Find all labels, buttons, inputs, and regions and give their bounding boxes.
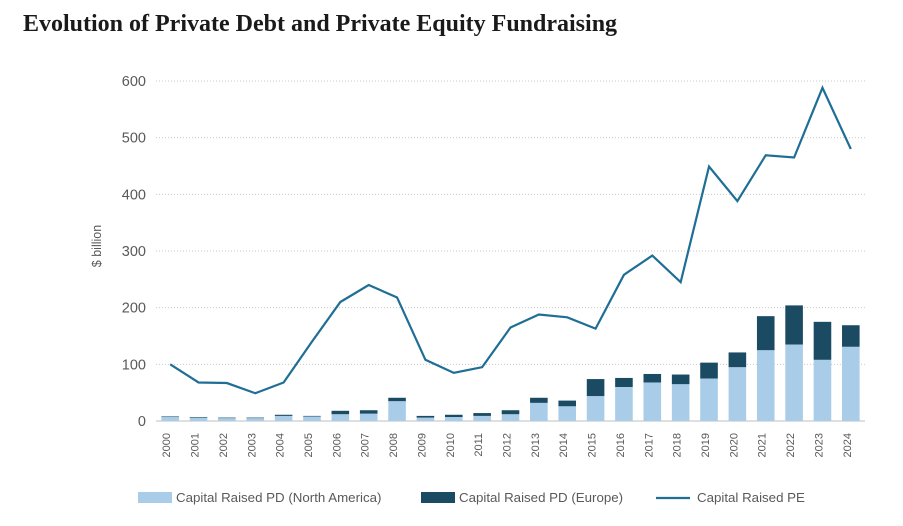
svg-text:2011: 2011 bbox=[473, 433, 485, 457]
svg-text:100: 100 bbox=[122, 357, 146, 373]
svg-text:2002: 2002 bbox=[218, 433, 230, 457]
svg-text:2006: 2006 bbox=[331, 433, 343, 457]
svg-text:2017: 2017 bbox=[643, 433, 655, 457]
svg-text:600: 600 bbox=[122, 74, 146, 90]
svg-text:400: 400 bbox=[122, 187, 146, 203]
svg-text:2019: 2019 bbox=[700, 433, 712, 457]
svg-text:2001: 2001 bbox=[190, 433, 202, 457]
svg-text:$ billion: $ billion bbox=[90, 225, 104, 267]
svg-text:2023: 2023 bbox=[813, 433, 825, 457]
svg-text:2007: 2007 bbox=[360, 433, 372, 457]
svg-text:Capital Raised PE: Capital Raised PE bbox=[697, 490, 805, 505]
svg-text:2024: 2024 bbox=[842, 433, 854, 457]
svg-text:2021: 2021 bbox=[757, 433, 769, 457]
svg-text:2020: 2020 bbox=[728, 433, 740, 457]
svg-text:0: 0 bbox=[138, 414, 146, 430]
svg-text:2012: 2012 bbox=[502, 433, 514, 457]
svg-text:2005: 2005 bbox=[303, 433, 315, 457]
svg-text:500: 500 bbox=[122, 131, 146, 147]
svg-text:2000: 2000 bbox=[161, 433, 173, 457]
svg-text:2014: 2014 bbox=[558, 433, 570, 457]
svg-text:2016: 2016 bbox=[615, 433, 627, 457]
svg-text:2022: 2022 bbox=[785, 433, 797, 457]
svg-text:Capital Raised PD (Europe): Capital Raised PD (Europe) bbox=[459, 490, 623, 505]
svg-text:200: 200 bbox=[122, 301, 146, 317]
svg-text:2013: 2013 bbox=[530, 433, 542, 457]
svg-text:2003: 2003 bbox=[246, 433, 258, 457]
svg-text:2015: 2015 bbox=[587, 433, 599, 457]
svg-text:2004: 2004 bbox=[275, 433, 287, 457]
svg-text:2010: 2010 bbox=[445, 433, 457, 457]
svg-text:2018: 2018 bbox=[672, 433, 684, 457]
svg-text:2009: 2009 bbox=[416, 433, 428, 457]
svg-text:300: 300 bbox=[122, 244, 146, 260]
svg-text:2008: 2008 bbox=[388, 433, 400, 457]
svg-text:Capital Raised PD (North Ameri: Capital Raised PD (North America) bbox=[176, 490, 381, 505]
